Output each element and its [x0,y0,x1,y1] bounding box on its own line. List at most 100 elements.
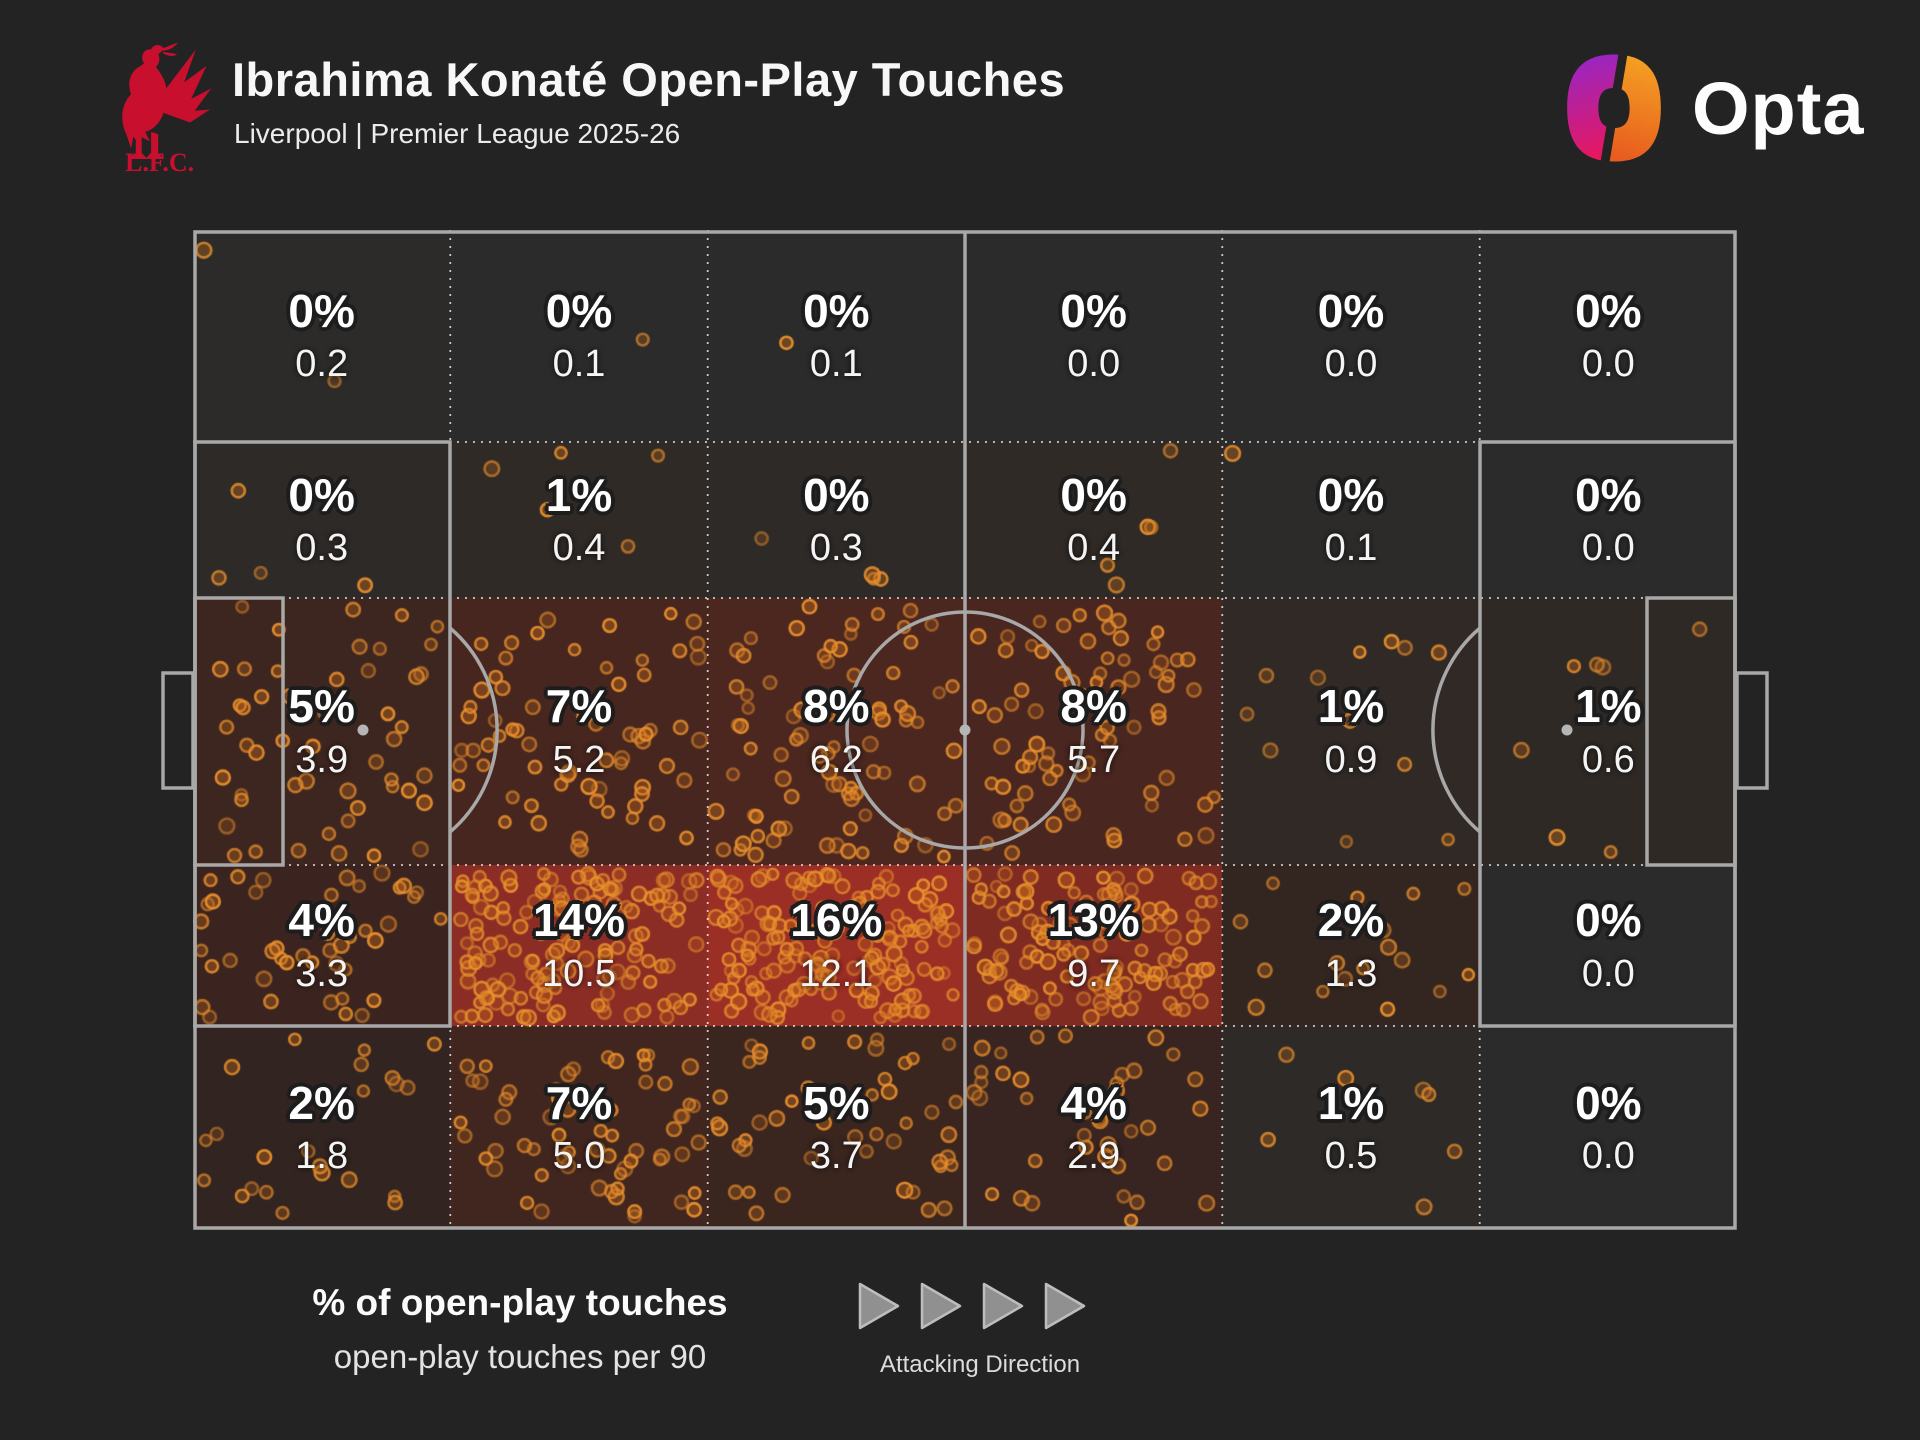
zone-label-r4c2: 14% 10.5 [450,865,707,1026]
zone-label-r5c3: 5% 3.7 [708,1026,965,1230]
zone-percent: 1% [1575,680,1642,733]
zone-percent: 0% [545,284,613,337]
zone-label-r3c3: 8% 6.2 [708,598,965,865]
page-subtitle: Liverpool | Premier League 2025-26 [234,118,681,149]
zone-label-r1c4: 0% 0.0 [965,230,1222,442]
zone-per90: 5.2 [552,738,606,781]
zone-label-r2c5: 0% 0.1 [1222,442,1479,598]
zone-percent: 4% [1060,1076,1127,1129]
penalty-arc-left [448,626,499,834]
zone-percent: 0% [1060,468,1127,521]
liverpool-crest-icon: L.F.C. [122,42,212,172]
zone-percent: 4% [288,894,355,947]
legend-per90-label: open-play touches per 90 [333,1338,707,1375]
zone-per90: 0.4 [552,527,606,570]
zone-per90: 0.0 [1581,952,1635,995]
zone-label-r1c5: 0% 0.0 [1222,230,1479,442]
pitch: 0% 0.2 0% 0.1 0% 0.1 0% 0.0 0% 0.0 0% 0.0 0% 0.3 1% 0.4… [161,230,1769,1230]
six-yard-box-left [193,596,285,867]
penalty-spot-left [357,724,369,736]
zone-label-r4c1: 4% 3.3 [193,865,450,1026]
zone-per90: 0.0 [1067,343,1121,386]
legend-percent-label: % of open-play touches [312,1282,728,1323]
zone-label-r5c4: 4% 2.9 [965,1026,1222,1230]
page-title: Ibrahima Konaté Open-Play Touches [232,53,1066,106]
zone-per90: 0.4 [1067,527,1121,570]
zone-per90: 12.1 [799,952,874,995]
zone-percent: 0% [1317,284,1385,337]
zone-label-r1c6: 0% 0.0 [1480,230,1737,442]
zone-percent: 0% [1060,284,1127,337]
zone-per90: 5.0 [552,1135,606,1178]
zone-percent: 0% [803,468,870,521]
zone-percent: 1% [545,468,613,521]
zone-percent: 7% [545,1076,613,1129]
zone-percent: 0% [1575,1076,1642,1129]
legend: % of open-play touches open-play touches… [240,1282,800,1376]
zone-label-r3c6: 1% 0.6 [1480,598,1737,865]
goal-left [161,671,195,790]
zone-percent: 8% [803,680,870,733]
zone-label-r3c4: 8% 5.7 [965,598,1222,865]
zone-per90: 0.0 [1581,343,1635,386]
zone-per90: 0.0 [1581,527,1635,570]
zone-percent: 5% [288,680,355,733]
zone-percent: 2% [288,1076,355,1129]
zone-percent: 16% [790,894,883,947]
zone-percent: 2% [1317,894,1385,947]
zone-percent: 0% [1317,468,1385,521]
zone-label-r3c5: 1% 0.9 [1222,598,1479,865]
zone-label-r1c1: 0% 0.2 [193,230,450,442]
zone-label-r1c3: 0% 0.1 [708,230,965,442]
goal-right [1735,671,1769,790]
zone-percent: 0% [803,284,870,337]
zone-percent: 0% [1575,894,1642,947]
zone-per90: 5.7 [1067,738,1121,781]
zone-percent: 7% [545,680,613,733]
six-yard-box-right [1645,596,1737,867]
zone-per90: 10.5 [542,952,616,995]
zone-per90: 3.7 [809,1135,863,1178]
zone-per90: 1.3 [1324,952,1378,995]
zone-label-r2c4: 0% 0.4 [965,442,1222,598]
zone-per90: 9.7 [1067,952,1121,995]
zone-per90: 0.2 [295,343,349,386]
zone-per90: 0.5 [1324,1135,1378,1178]
zone-percent: 0% [288,284,355,337]
zone-label-r2c6: 0% 0.0 [1480,442,1737,598]
zone-percent: 5% [803,1076,870,1129]
penalty-spot-right [1561,724,1573,736]
attacking-direction-label: Attacking Direction [879,1351,1081,1378]
attacking-direction: Attacking Direction [850,1280,1110,1379]
zone-percent: 14% [532,894,626,947]
opta-logo: Opta [1558,48,1918,168]
zone-percent: 0% [1575,468,1642,521]
zone-per90: 0.3 [295,527,349,570]
zone-label-r2c3: 0% 0.3 [708,442,965,598]
pitch-markings [161,230,1769,1230]
zone-label-r4c5: 2% 1.3 [1222,865,1479,1026]
center-spot [959,724,971,736]
zone-per90: 0.1 [552,343,606,386]
zone-per90: 3.9 [295,738,349,781]
penalty-arc-right [1431,626,1482,834]
zone-label-r3c1: 5% 3.9 [193,598,450,865]
zone-per90: 0.1 [1324,527,1378,570]
zone-per90: 0.0 [1581,1135,1635,1178]
zone-label-r5c2: 7% 5.0 [450,1026,707,1230]
zone-label-r4c3: 16% 12.1 [708,865,965,1026]
zone-label-r5c6: 0% 0.0 [1480,1026,1737,1230]
zone-label-r5c1: 2% 1.8 [193,1026,450,1230]
zone-percent: 0% [1575,284,1642,337]
zone-label-r1c2: 0% 0.1 [450,230,707,442]
zone-label-r2c2: 1% 0.4 [450,442,707,598]
zone-per90: 2.9 [1067,1135,1121,1178]
zone-per90: 1.8 [295,1135,349,1178]
zone-label-r4c4: 13% 9.7 [965,865,1222,1026]
zone-per90: 0.3 [809,527,863,570]
zone-label-r5c5: 1% 0.5 [1222,1026,1479,1230]
zone-percent: 13% [1047,894,1140,947]
zone-percent: 8% [1060,680,1127,733]
zone-label-r4c6: 0% 0.0 [1480,865,1737,1026]
